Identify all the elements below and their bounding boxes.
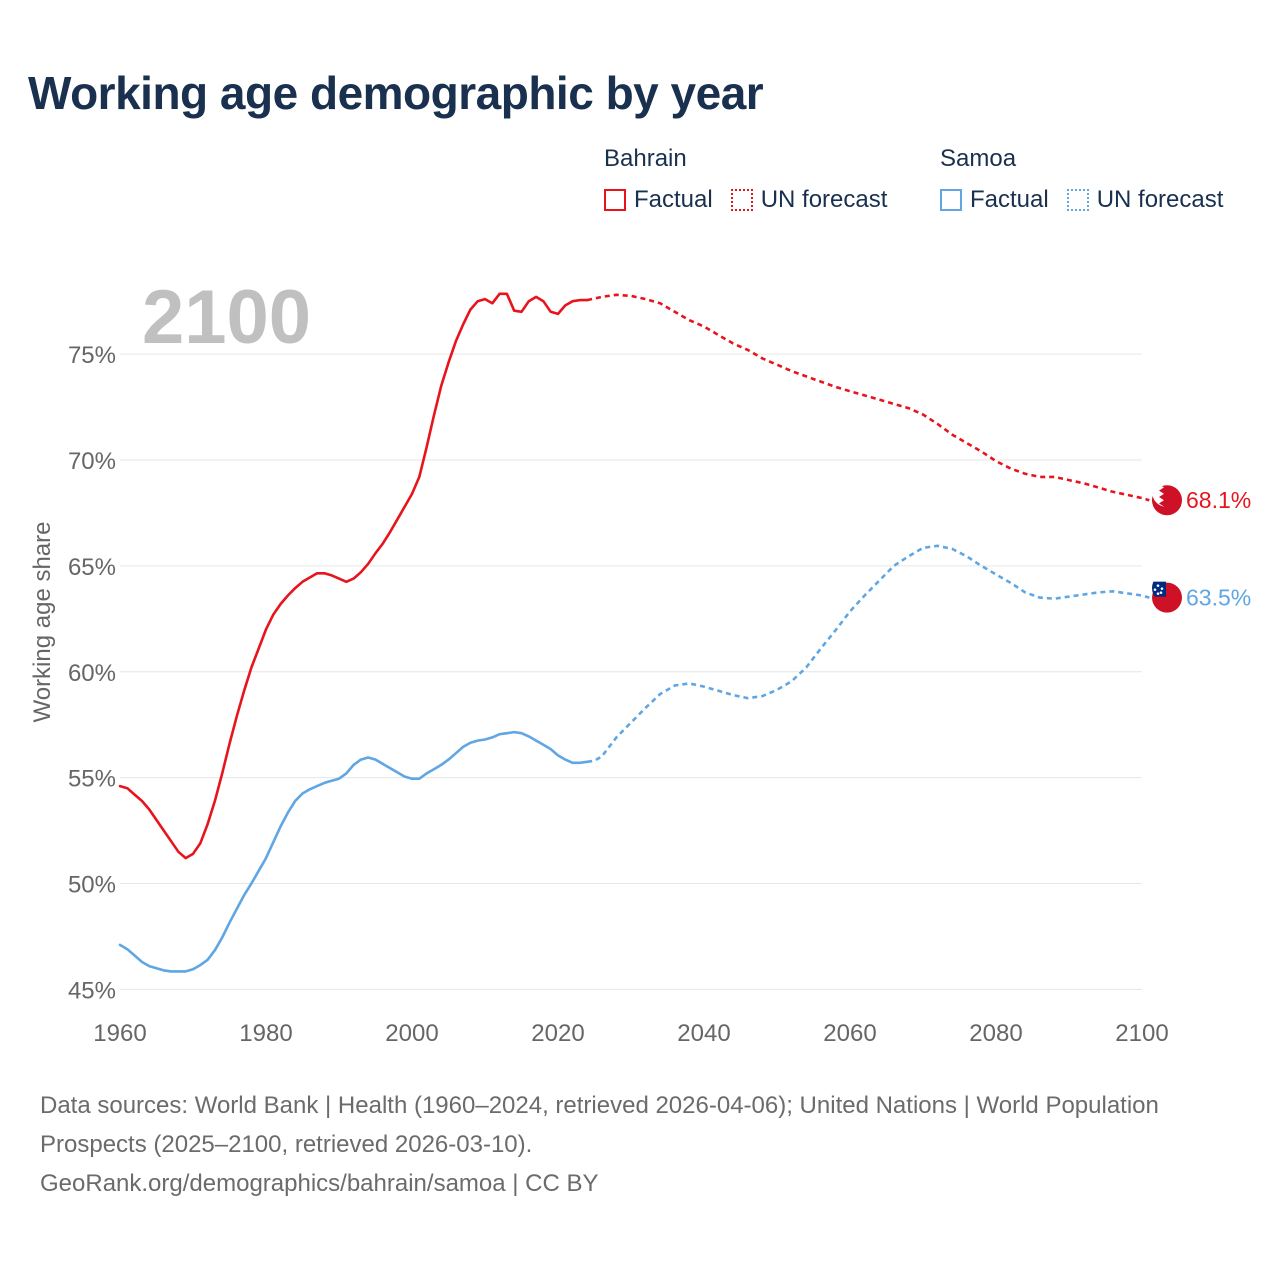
legend-group-samoa: Samoa Factual UN forecast <box>940 146 1223 213</box>
x-tick-label: 2060 <box>823 1020 876 1047</box>
line-chart: 2100 45% 50% 55% 60% 65% 70% 75% 1960 1980 2000 2… <box>29 275 1251 1047</box>
y-tick-label: 75% <box>68 342 116 369</box>
legend-swatch-solid <box>604 189 626 211</box>
data-sources: Data sources: World Bank | Health (1960–… <box>40 1092 1159 1158</box>
samoa-flag-icon <box>1152 581 1182 613</box>
legend-label: UN forecast <box>1096 186 1224 213</box>
legend-label: UN forecast <box>760 186 888 213</box>
x-axis-ticks: 1960 1980 2000 2020 2040 2060 2080 2100 <box>93 1020 1168 1047</box>
legend-group-bahrain: Bahrain Factual UN forecast <box>604 146 887 213</box>
x-tick-label: 1960 <box>93 1020 146 1047</box>
y-axis-ticks: 45% 50% 55% 60% 65% 70% 75% <box>68 342 116 1004</box>
flag-serration <box>1152 484 1164 507</box>
series-line-samoa-forecast[interactable] <box>587 544 1150 764</box>
series <box>118 292 1150 973</box>
y-tick-label: 50% <box>68 872 116 899</box>
flag-star <box>1156 592 1160 595</box>
legend-label: Factual <box>634 186 713 213</box>
bahrain-flag-icon <box>1152 484 1182 516</box>
flag-star <box>1153 588 1157 591</box>
legend-swatch-dotted <box>730 189 753 211</box>
end-value-label: 63.5% <box>1186 585 1251 611</box>
legend-item-samoa-factual[interactable]: Factual <box>940 187 1049 213</box>
x-tick-label: 2000 <box>385 1020 438 1047</box>
credit-link[interactable]: GeoRank.org/demographics/bahrain/samoa |… <box>40 1170 599 1197</box>
series-line-samoa-factual[interactable] <box>118 730 589 973</box>
y-axis-label: Working age share <box>29 522 56 723</box>
legend-swatch-solid <box>940 189 962 211</box>
series-line-bahrain-factual[interactable] <box>118 292 589 860</box>
legend-item-bahrain-factual[interactable]: Factual <box>604 187 713 213</box>
legend-swatch-dotted <box>1066 189 1089 211</box>
page-title: Working age demographic by year <box>28 67 764 119</box>
flag-star <box>1156 584 1160 587</box>
y-tick-label: 70% <box>68 448 116 475</box>
y-tick-label: 60% <box>68 660 116 687</box>
end-value-label: 68.1% <box>1186 487 1251 513</box>
x-tick-label: 1980 <box>239 1020 292 1047</box>
legend-label: Factual <box>970 186 1049 213</box>
flag-canton <box>1152 581 1166 597</box>
legend-item-samoa-forecast[interactable]: UN forecast <box>1066 186 1224 213</box>
flag-star <box>1160 587 1164 590</box>
grid <box>120 353 1142 990</box>
y-tick-label: 45% <box>68 977 116 1004</box>
x-tick-label: 2100 <box>1115 1020 1168 1047</box>
footer: Data sources: World Bank | Health (1960–… <box>40 1086 1240 1203</box>
x-tick-label: 2080 <box>969 1020 1022 1047</box>
series-line-bahrain-forecast[interactable] <box>586 293 1150 502</box>
end-labels: 68.1% 63.5% <box>1152 484 1251 613</box>
legend-group-name: Bahrain <box>604 145 687 172</box>
x-tick-label: 2040 <box>677 1020 730 1047</box>
x-tick-label: 2020 <box>531 1020 584 1047</box>
flag-star <box>1159 591 1163 594</box>
legend-group-name: Samoa <box>940 145 1017 172</box>
y-tick-label: 65% <box>68 554 116 581</box>
year-label: 2100 <box>142 275 311 360</box>
legend-item-bahrain-forecast[interactable]: UN forecast <box>730 186 888 213</box>
y-tick-label: 55% <box>68 766 116 793</box>
